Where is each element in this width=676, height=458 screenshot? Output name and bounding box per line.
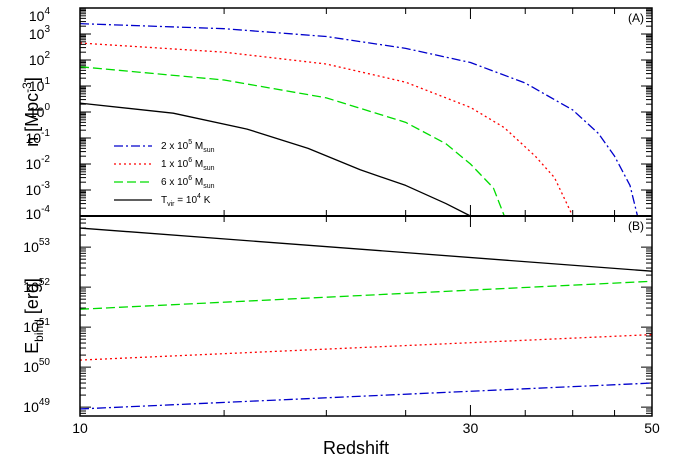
series-line-dotted (79, 333, 653, 361)
y-tick-label: 101 (29, 76, 51, 94)
y-tick-label: 1050 (23, 357, 50, 375)
series-line-dashdot (79, 23, 639, 217)
legend-label: 1 x 106 Msun (161, 157, 215, 172)
y-tick-label: 1052 (23, 277, 50, 295)
panel-label: (A) (628, 11, 644, 25)
y-tick-label: 104 (29, 6, 51, 24)
legend-label: 6 x 106 Msun (161, 175, 215, 190)
panel-b-binding-energy: 1049 1050 1051 1052 1053 (B) Ebind [erg] (22, 215, 653, 417)
x-tick-label: 30 (463, 420, 479, 436)
plot-frame: 10 30 50 Redshift (72, 7, 660, 458)
series-line-dotted (79, 42, 574, 217)
y-axis-title: Ebind [erg] (22, 278, 46, 354)
panel-label: (B) (628, 219, 644, 233)
y-tick-label: 1053 (23, 237, 50, 255)
y-tick-label: 10-4 (26, 204, 51, 222)
x-tick-label: 10 (72, 420, 88, 436)
legend-label: Tvir = 104 K (161, 193, 211, 208)
y-axis-title: n [Mpc-3] (20, 77, 42, 147)
y-tick-label: 1049 (23, 397, 50, 415)
x-axis-title: Redshift (323, 438, 389, 458)
legend-label: 2 x 105 Msun (161, 139, 215, 154)
y-tick-label: 102 (29, 50, 51, 68)
legend: 2 x 105 Msun 1 x 106 Msun 6 x 106 Msun Tvir… (114, 139, 215, 208)
y-tick-label: 100 (29, 102, 51, 120)
series-line-dashed (79, 280, 653, 310)
x-tick-label: 50 (644, 420, 660, 436)
series-line-solid (79, 227, 653, 272)
y-tick-label: 10-2 (26, 154, 51, 172)
y-tick-label: 10-3 (26, 180, 51, 198)
y-tick-label: 103 (29, 24, 51, 42)
series-line-dashed (79, 66, 505, 217)
series-line-solid (79, 102, 471, 217)
plot-border (79, 7, 653, 417)
y-tick-label: 1051 (23, 317, 50, 335)
series-line-dashdot (79, 382, 653, 410)
y-tick-label: 10-1 (26, 128, 51, 146)
